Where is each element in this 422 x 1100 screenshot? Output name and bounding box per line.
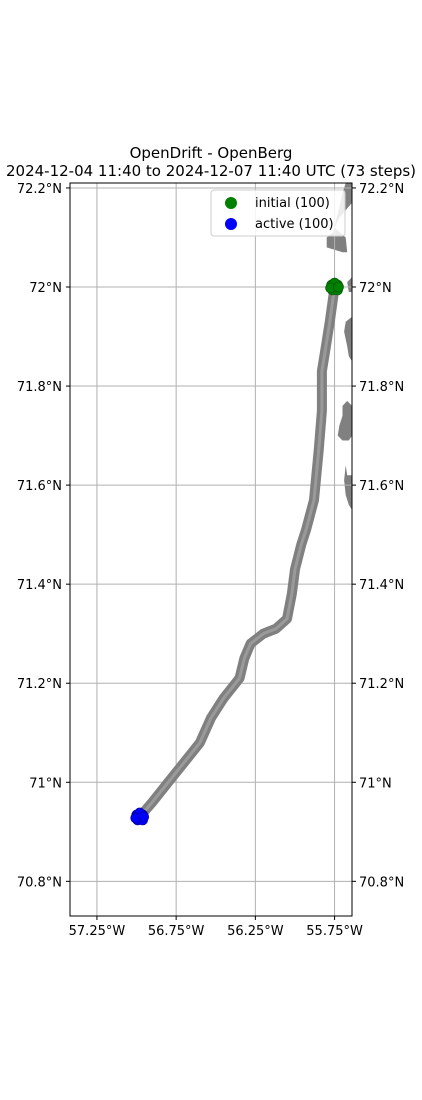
lon-tick-label-1: 56.75°W	[148, 924, 205, 939]
legend-marker-active	[225, 218, 237, 230]
gridlines	[70, 183, 352, 916]
land-polygon-1	[347, 277, 352, 292]
plot-area	[70, 183, 352, 916]
legend: initial (100) active (100)	[210, 189, 346, 237]
lat-tick-label-right-2: 71.2°N	[359, 677, 404, 692]
lat-tick-label-left-1: 71°N	[29, 776, 62, 791]
lat-tick-label-right-3: 71.4°N	[359, 578, 404, 593]
legend-marker-initial	[225, 197, 237, 209]
lat-tick-label-left-7: 72.2°N	[17, 182, 62, 197]
land-polygon-2	[344, 316, 352, 362]
map-title: OpenDrift - OpenBerg	[130, 144, 293, 162]
legend-box	[210, 189, 346, 237]
lat-tick-label-right-1: 71°N	[359, 776, 392, 791]
initial-particle-7	[333, 281, 344, 293]
lat-tick-label-left-3: 71.4°N	[17, 578, 62, 593]
lat-tick-label-left-4: 71.6°N	[17, 479, 62, 494]
land-polygon-4	[344, 465, 352, 510]
trajectory-band	[134, 282, 340, 822]
lat-tick-label-right-7: 72.2°N	[359, 182, 404, 197]
longitude-ticks: 57.25°W 56.75°W 56.25°W 55.75°W	[69, 916, 363, 939]
land-polygon-3	[337, 400, 352, 441]
lat-tick-label-right-0: 70.8°N	[359, 875, 404, 890]
lon-tick-label-0: 57.25°W	[69, 924, 126, 939]
active-particle-7	[138, 811, 150, 823]
lat-tick-label-right-4: 71.6°N	[359, 479, 404, 494]
lat-tick-label-left-6: 72°N	[29, 281, 62, 296]
legend-label-initial: initial (100)	[255, 196, 330, 211]
trajectory-centerline	[138, 285, 337, 819]
particles-layer	[130, 277, 344, 826]
lat-tick-label-right-5: 71.8°N	[359, 380, 404, 395]
legend-label-active: active (100)	[255, 217, 334, 232]
lon-tick-label-3: 55.75°W	[306, 924, 363, 939]
lat-tick-label-left-5: 71.8°N	[17, 380, 62, 395]
latitude-ticks: 70.8°N 70.8°N 71°N 71°N 71.2°N 71.2°N 71.4°N 71…	[17, 182, 404, 890]
map-subtitle: 2024-12-04 11:40 to 2024-12-07 11:40 UTC…	[6, 162, 416, 180]
trajectory-layer	[134, 282, 340, 822]
lat-tick-label-right-6: 72°N	[359, 281, 392, 296]
lat-tick-label-left-2: 71.2°N	[17, 677, 62, 692]
plot-frame	[69, 182, 353, 917]
lon-tick-label-2: 56.25°W	[227, 924, 284, 939]
lat-tick-label-left-0: 70.8°N	[17, 875, 62, 890]
